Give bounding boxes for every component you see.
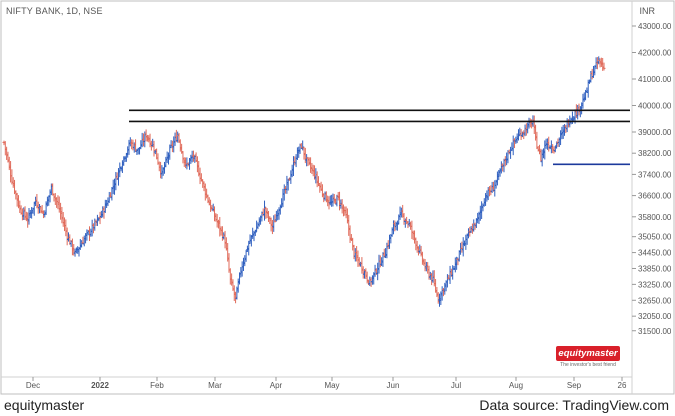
y-tick-label: 39000.00 (638, 128, 672, 137)
y-tick-label: 34450.00 (638, 249, 672, 258)
y-tick-label: 37400.00 (638, 170, 672, 179)
ohlc-bar (602, 62, 606, 71)
footer-source: Data source: TradingView.com (479, 397, 669, 413)
x-tick-label: Mar (208, 381, 222, 390)
y-tick-label: 35800.00 (638, 213, 672, 222)
x-tick-label: Apr (270, 381, 283, 390)
x-tick-label: 2022 (91, 381, 109, 390)
y-tick-label: 31500.00 (638, 327, 672, 336)
symbol-label: NIFTY BANK, 1D, NSE (6, 6, 103, 16)
x-tick-label: Feb (150, 381, 164, 390)
x-tick-label: Jul (451, 381, 461, 390)
x-tick-label: Dec (26, 381, 40, 390)
brand-tagline: The investor's best friend (560, 362, 616, 368)
y-tick-label: 32650.00 (638, 296, 672, 305)
y-tick-label: 43000.00 (638, 22, 672, 31)
x-tick-label: Sep (567, 381, 582, 390)
x-tick-label: May (324, 381, 339, 390)
y-tick-label: 41000.00 (638, 75, 672, 84)
y-tick-label: 36600.00 (638, 192, 672, 201)
price-axis: 43000.00 42000.00 41000.00 40000.00 39000.00… (632, 22, 672, 336)
x-tick-label: Aug (509, 381, 523, 390)
y-tick-label: 38200.00 (638, 149, 672, 158)
x-tick-label: 26 (618, 381, 627, 390)
y-tick-label: 32050.00 (638, 312, 672, 321)
ohlc-series (2, 56, 606, 307)
brand-logo: equitymaster (556, 346, 620, 361)
footer-brand: equitymaster (4, 397, 85, 413)
y-tick-label: 42000.00 (638, 49, 672, 58)
y-tick-label: 35050.00 (638, 233, 672, 242)
support-resistance-lines (129, 109, 630, 166)
chart-border (0, 0, 675, 395)
currency-label: INR (639, 6, 656, 16)
y-tick-label: 40000.00 (638, 102, 672, 111)
y-tick-label: 33850.00 (638, 264, 672, 273)
x-tick-label: Jun (387, 381, 400, 390)
time-axis: Dec 2022 Feb Mar Apr May Jun Jul Aug Sep 26 (26, 377, 627, 390)
y-tick-label: 33250.00 (638, 280, 672, 289)
